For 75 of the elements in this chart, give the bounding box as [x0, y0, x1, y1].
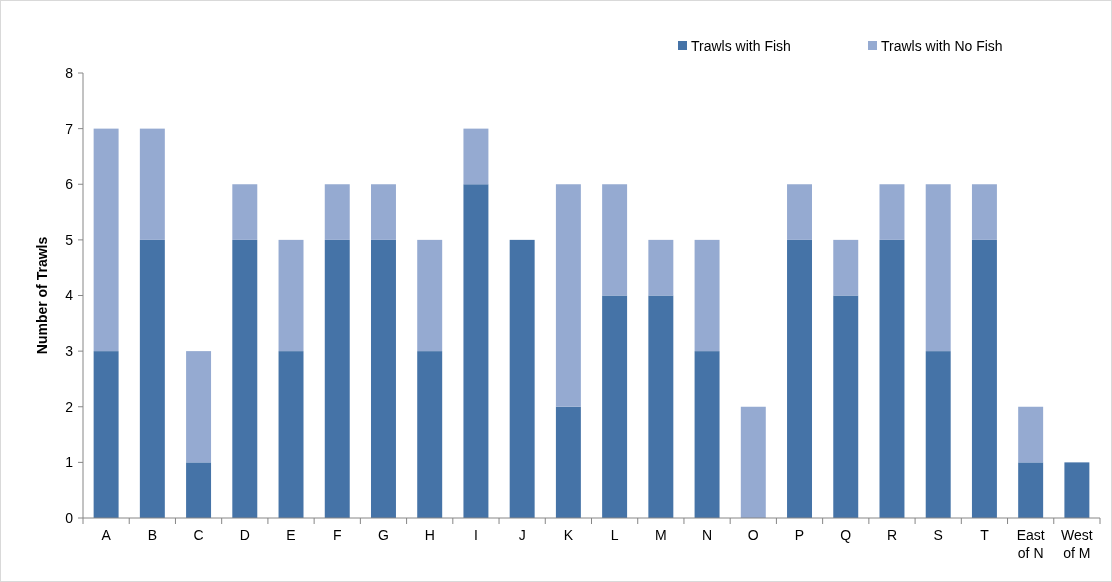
bar: [694, 351, 720, 518]
x-tick-label: E: [286, 527, 296, 543]
x-tick-label: P: [794, 527, 805, 543]
y-tick-label: 4: [65, 287, 74, 304]
bar: [833, 239, 859, 296]
bar: [324, 184, 350, 240]
y-tick-label: 6: [65, 176, 74, 193]
y-axis-title: Number of Trawls: [34, 236, 50, 355]
x-tick-label: O: [747, 527, 759, 543]
bar: [278, 351, 304, 518]
bar: [787, 184, 812, 240]
x-tick-label: East of N: [1016, 527, 1045, 561]
x-tick-label: D: [239, 527, 250, 543]
bar: [602, 184, 628, 296]
bar: [971, 184, 997, 240]
bar: [463, 128, 489, 185]
bar: [602, 295, 628, 518]
y-tick-label: 3: [65, 343, 74, 360]
x-tick-label: J: [518, 527, 526, 543]
bar: [139, 128, 165, 240]
x-tick-label: Q: [840, 527, 852, 543]
x-tick-label: West of M: [1061, 527, 1093, 561]
x-tick-label: N: [702, 527, 713, 543]
bar: [925, 184, 951, 352]
bar: [555, 406, 581, 518]
x-tick-label: F: [332, 527, 342, 543]
x-tick-label: M: [655, 527, 667, 543]
x-tick-label: C: [193, 527, 204, 543]
y-tick-label: 5: [65, 231, 74, 248]
bar: [186, 351, 212, 463]
y-tick-label: 0: [65, 509, 74, 526]
bar: [371, 184, 396, 240]
bar: [740, 406, 766, 518]
x-tick-label: L: [610, 527, 619, 543]
bar: [232, 239, 258, 518]
bar: [925, 351, 951, 518]
x-tick-label: I: [473, 527, 478, 543]
bar: [694, 239, 720, 352]
bar: [93, 128, 119, 352]
y-tick-label: 8: [65, 64, 74, 81]
x-tick-label: K: [563, 527, 574, 543]
x-tick-label: A: [101, 527, 112, 543]
bar: [139, 239, 165, 518]
y-tick-label: 7: [65, 120, 74, 137]
legend-label: Trawls with No Fish: [881, 37, 1003, 54]
bar: [833, 295, 859, 518]
bar: [971, 239, 997, 518]
bar: [1018, 462, 1044, 518]
bar: [417, 239, 443, 352]
x-tick-label: R: [886, 527, 898, 543]
bar: [555, 184, 581, 407]
bar: [324, 239, 350, 518]
bar: [186, 462, 212, 518]
bar: [417, 351, 443, 518]
bar: [371, 239, 396, 518]
bar: [232, 184, 258, 240]
bar: [879, 184, 905, 240]
bar: [93, 351, 119, 518]
bar: [879, 239, 905, 518]
x-tick-label: B: [147, 527, 158, 543]
x-tick-label: T: [980, 527, 990, 543]
y-tick-label: 1: [65, 454, 74, 471]
bar: [278, 239, 304, 352]
bar: [1064, 462, 1090, 518]
x-tick-label: S: [933, 527, 943, 543]
legend-label: Trawls with Fish: [691, 37, 791, 54]
y-tick-label: 2: [65, 398, 74, 415]
bar: [787, 239, 812, 518]
bar: [463, 184, 489, 518]
bar: [648, 239, 674, 296]
x-tick-label: H: [424, 527, 435, 543]
x-tick-label: G: [378, 527, 389, 543]
bar: [509, 239, 535, 518]
bar: [648, 295, 674, 518]
bar: [1018, 406, 1044, 463]
